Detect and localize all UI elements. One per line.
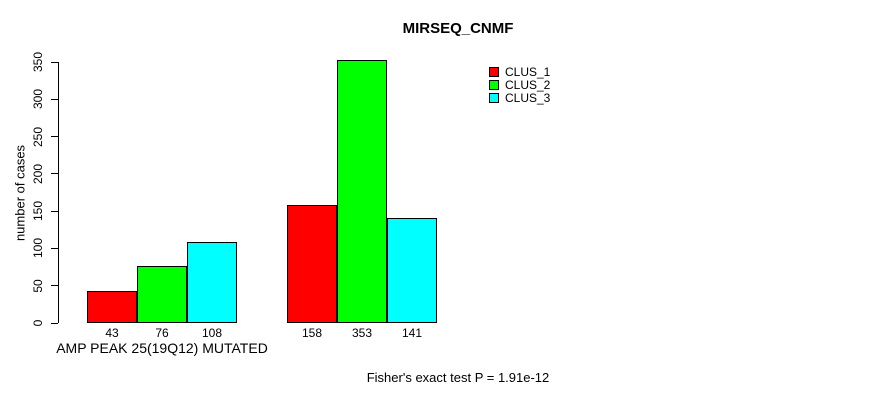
- y-axis-tick-label: 0: [31, 319, 45, 327]
- bar-clus_1-group2: [287, 205, 337, 323]
- y-axis-tick: [51, 247, 58, 249]
- y-axis-tick: [51, 173, 58, 175]
- x-axis-group-label: AMP PEAK 25(19Q12) MUTATED: [56, 340, 268, 356]
- bar-clus_3-group1: [187, 242, 237, 323]
- y-axis-tick: [51, 322, 58, 324]
- bar-value-label: 108: [201, 326, 223, 340]
- y-axis-tick-label: 50: [31, 279, 45, 293]
- bar-clus_2-group2: [337, 59, 387, 323]
- bar-clus_1-group1: [87, 290, 137, 323]
- y-axis-tick: [51, 285, 58, 287]
- chart-title: MIRSEQ_CNMF: [402, 20, 514, 37]
- y-axis-tick: [51, 61, 58, 63]
- y-axis-tick-label: 250: [31, 126, 45, 147]
- bar-value-label: 141: [401, 326, 423, 340]
- y-axis-line: [58, 62, 59, 323]
- fisher-test-annotation: Fisher's exact test P = 1.91e-12: [366, 370, 550, 385]
- y-axis-tick: [51, 98, 58, 100]
- y-axis-tick-label: 300: [31, 89, 45, 110]
- bar-clus_2-group1: [137, 266, 187, 323]
- bar-value-label: 43: [105, 326, 119, 340]
- y-axis-tick: [51, 136, 58, 138]
- bar-value-label: 76: [155, 326, 169, 340]
- y-axis-tick-label: 350: [31, 51, 45, 73]
- y-axis-tick-label: 150: [31, 201, 45, 222]
- y-axis-tick-label: 100: [31, 238, 45, 259]
- bar-value-label: 158: [301, 326, 323, 340]
- y-axis-tick: [51, 210, 58, 212]
- y-axis-tick-label: 200: [31, 163, 45, 184]
- bar-value-label: 353: [351, 326, 373, 340]
- bar-clus_3-group2: [387, 217, 437, 323]
